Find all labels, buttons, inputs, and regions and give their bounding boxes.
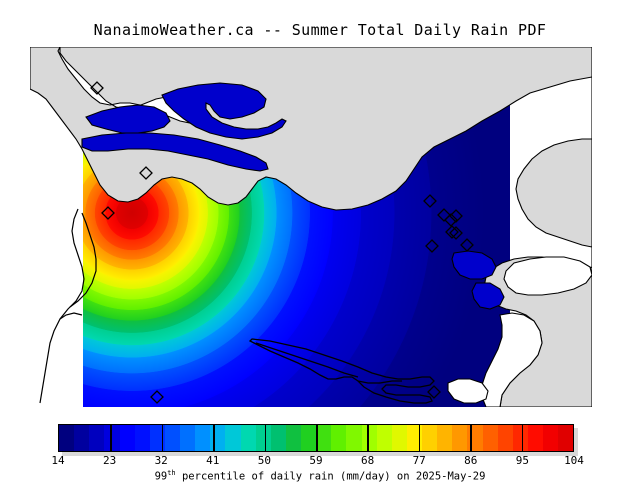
mainland-north	[30, 47, 592, 211]
colorbar-band-5	[134, 425, 150, 451]
station-marker	[445, 225, 459, 239]
east-peninsula-south	[481, 312, 543, 407]
colorbar-separator-3	[213, 425, 215, 451]
inland-lake-main	[161, 82, 287, 140]
station-marker	[139, 166, 153, 180]
colorbar-band-17	[316, 425, 332, 451]
colorbar-band-1	[74, 425, 90, 451]
colorbar-band-19	[346, 425, 362, 451]
colorbar-band-23	[406, 425, 422, 451]
southern-lake-outline	[248, 338, 435, 404]
colorbar-separator-5	[316, 425, 318, 451]
station-marker	[449, 226, 463, 240]
colorbar-band-25	[437, 425, 453, 451]
map-panel	[30, 47, 592, 407]
station-marker	[460, 238, 474, 252]
colorbar-tick-95: 95	[515, 454, 530, 467]
caption-rest: percentile of daily rain (mm/day) on 202…	[175, 470, 486, 483]
colorbar-band-31	[527, 425, 543, 451]
colorbar-band-29	[497, 425, 513, 451]
colorbar-separator-2	[161, 425, 164, 451]
colorbar-tick-104: 104	[564, 454, 584, 467]
colorbar-band-20	[361, 425, 377, 451]
southern-lake-arm	[357, 380, 402, 384]
station-marker	[90, 81, 104, 95]
colorbar-tick-50: 50	[257, 454, 272, 467]
west-river-line-3	[59, 312, 83, 320]
colorbar-band-18	[331, 425, 347, 451]
caption-prefix: 99	[154, 470, 168, 483]
east-bay-south	[471, 282, 505, 310]
station-marker	[427, 385, 441, 399]
east-bay-north	[451, 250, 497, 280]
colorbar-separator-8	[470, 425, 472, 451]
east-peninsula-outline	[503, 256, 592, 296]
colorbar-band-7	[164, 425, 180, 451]
colorbar-band-33	[558, 425, 574, 451]
caption-superscript: th	[167, 469, 176, 477]
colorbar-tick-77: 77	[412, 454, 426, 467]
colorbar-band-6	[149, 425, 165, 451]
colorbar	[58, 424, 574, 452]
colorbar-tick-32: 32	[154, 454, 168, 467]
colorbar-band-11	[225, 425, 241, 451]
station-marker	[423, 194, 437, 208]
colorbar-tick-59: 59	[309, 454, 323, 467]
east-peninsula-tip	[447, 378, 489, 404]
station-marker	[449, 209, 463, 223]
station-marker	[150, 390, 164, 404]
colorbar-region: 14 23 32 41 50 59 68 77 86 95 104 99th percentile …	[0, 424, 640, 483]
colorbar-band-3	[104, 425, 120, 451]
station-marker	[101, 206, 115, 220]
coastal-channel	[81, 132, 269, 172]
inland-lake-west	[85, 104, 171, 134]
colorbar-band-9	[195, 425, 211, 451]
colorbar-tick-labels: 14 23 32 41 50 59 68 77 86 95 104	[0, 454, 640, 470]
station-marker	[437, 208, 451, 222]
colorbar-band-28	[482, 425, 498, 451]
colorbar-band-13	[255, 425, 271, 451]
colorbar-band-21	[376, 425, 392, 451]
colorbar-tick-68: 68	[360, 454, 375, 467]
colorbar-band-0	[59, 425, 75, 451]
colorbar-separator-4	[264, 425, 267, 451]
colorbar-tick-86: 86	[464, 454, 478, 467]
colorbar-band-12	[240, 425, 256, 451]
colorbar-separator-6	[367, 425, 369, 451]
colorbar-separator-1	[110, 425, 112, 451]
station-markers	[90, 81, 474, 404]
station-marker	[444, 213, 458, 227]
colorbar-band-30	[512, 425, 528, 451]
west-river-line-2	[69, 212, 97, 308]
colorbar-band-15	[285, 425, 301, 451]
colorbar-band-2	[89, 425, 105, 451]
colorbar-band-24	[422, 425, 438, 451]
colorbar-band-22	[391, 425, 407, 451]
coastline-overlay	[30, 47, 592, 407]
colorbar-band-32	[543, 425, 559, 451]
colorbar-band-8	[180, 425, 196, 451]
colorbar-tick-23: 23	[102, 454, 117, 467]
colorbar-tick-41: 41	[206, 454, 220, 467]
colorbar-caption: 99th percentile of daily rain (mm/day) o…	[0, 469, 640, 483]
station-marker	[425, 239, 439, 253]
colorbar-separator-7	[418, 425, 421, 451]
colorbar-tick-14: 14	[51, 454, 65, 467]
colorbar-band-4	[119, 425, 135, 451]
colorbar-band-16	[301, 425, 317, 451]
southern-lake-inner	[255, 342, 359, 378]
colorbar-band-26	[452, 425, 468, 451]
colorbar-separator-9	[521, 425, 524, 451]
chart-title: NanaimoWeather.ca -- Summer Total Daily …	[93, 21, 547, 39]
colorbar-band-14	[270, 425, 286, 451]
